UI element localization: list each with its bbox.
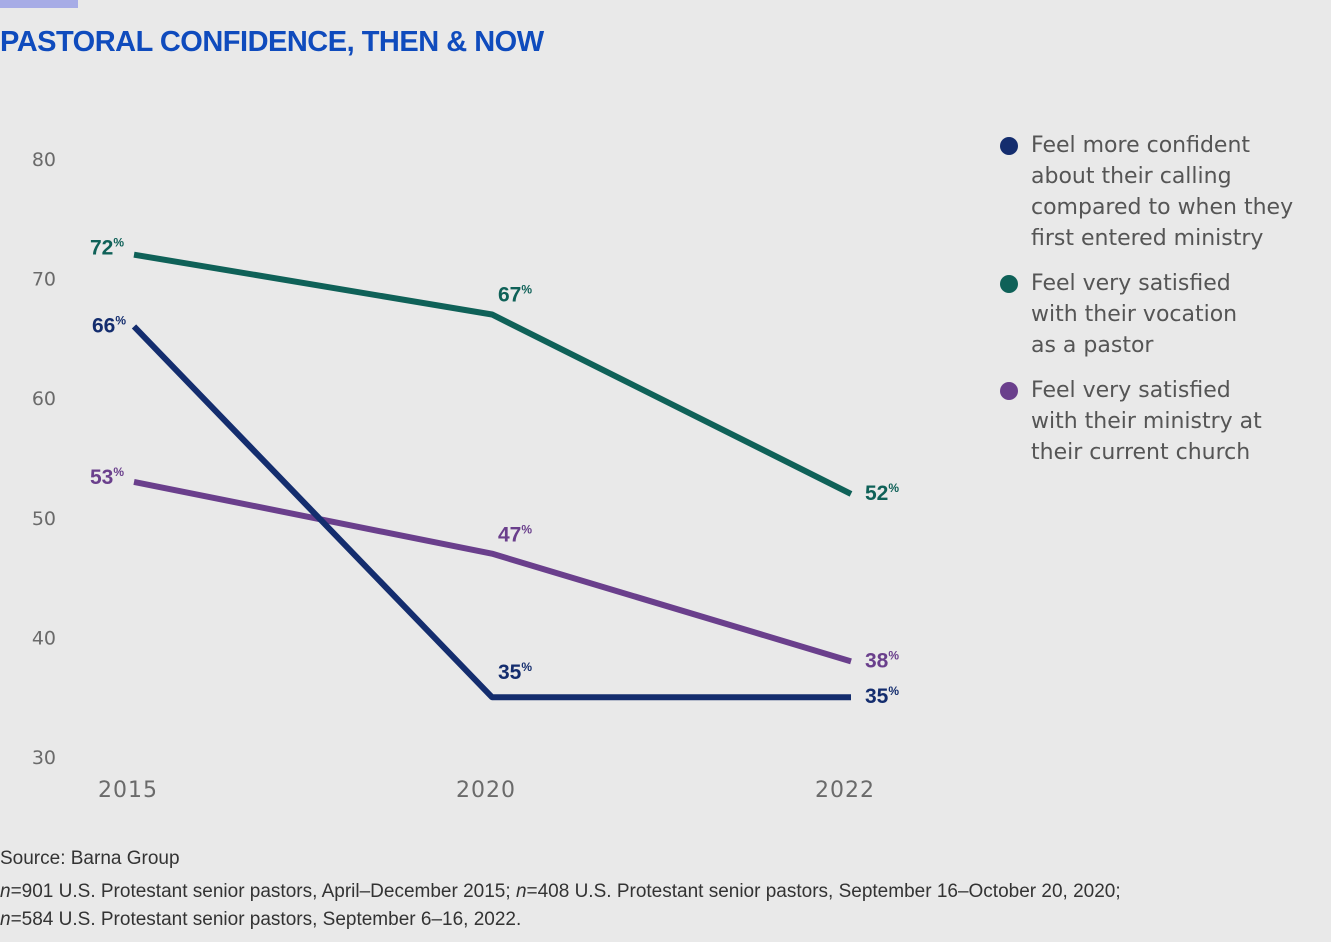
sample-note: n=901 U.S. Protestant senior pastors, Ap… [0,878,1121,934]
series-line-1 [131,324,851,701]
data-label: 72% [90,236,124,260]
data-label-value: 38 [865,649,889,672]
percent-sign: % [888,684,899,698]
legend-label: Feel more confident about their calling co… [1031,133,1294,251]
data-label: 67% [498,282,532,306]
y-tick-label: 50 [32,508,56,530]
legend-marker-icon [1000,382,1018,400]
note-fragment: n [0,909,11,930]
data-label-value: 53 [90,466,113,489]
x-tick-label: 2022 [815,778,875,803]
x-axis-ticks: 2015 2020 2022 [98,778,875,803]
legend-item: Feel very satisfied with their ministry a… [1000,375,1320,468]
y-tick-label: 30 [32,747,56,769]
note-fragment: =584 U.S. Protestant senior pastors, Sep… [10,909,522,930]
note-fragment: =408 U.S. Protestant senior pastors, Sep… [526,881,1121,902]
series-line-3 [133,478,852,665]
legend-label: Feel very satisfied with their ministry a… [1031,378,1262,465]
data-label: 35% [865,684,899,708]
percent-sign: % [521,523,532,537]
data-label-value: 67 [498,283,521,306]
y-tick-label: 70 [32,269,56,291]
percent-sign: % [888,648,899,662]
legend-marker-icon [1000,275,1018,293]
data-label-value: 72 [90,237,113,260]
percent-sign: % [113,236,124,250]
legend-marker-icon [1000,137,1018,155]
percent-sign: % [115,313,126,327]
data-label-value: 47 [498,524,521,547]
note-fragment: n [0,881,11,902]
data-label: 47% [498,523,532,547]
x-tick-label: 2020 [456,778,516,803]
chart-title: PASTORAL CONFIDENCE, THEN & NOW [0,26,544,58]
data-label-value: 52 [865,482,888,505]
data-label: 52% [865,481,899,505]
percent-sign: % [521,282,532,296]
data-labels: 66%35%35%72%67%52%53%47%38% [90,236,899,709]
percent-sign: % [521,660,532,674]
top-accent-bar [0,0,78,8]
series-line-2 [133,251,853,497]
source-note: Source: Barna Group [0,848,180,869]
y-tick-label: 60 [32,388,56,410]
series-lines [131,251,853,701]
legend-item: Feel very satisfied with their vocation as… [1000,268,1320,361]
data-label-value: 35 [498,661,522,684]
data-label-value: 66 [92,314,115,337]
data-label: 38% [865,648,899,672]
percent-sign: % [113,465,124,479]
x-tick-label: 2015 [98,778,158,803]
legend-label: Feel very satisfied with their vocation as… [1031,271,1238,358]
y-axis-ticks: 80 70 60 50 40 30 [32,149,56,769]
legend-item: Feel more confident about their calling co… [1000,130,1320,254]
chart-legend: Feel more confident about their calling co… [1000,130,1320,482]
note-fragment: n [515,881,527,902]
data-label: 53% [90,465,124,489]
y-tick-label: 80 [32,149,56,171]
percent-sign: % [888,481,899,495]
data-label: 35% [498,660,532,684]
note-fragment: =901 U.S. Protestant senior pastors, Apr… [10,881,516,902]
data-label: 66% [92,313,126,337]
y-tick-label: 40 [32,627,56,649]
data-label-value: 35 [865,685,889,708]
